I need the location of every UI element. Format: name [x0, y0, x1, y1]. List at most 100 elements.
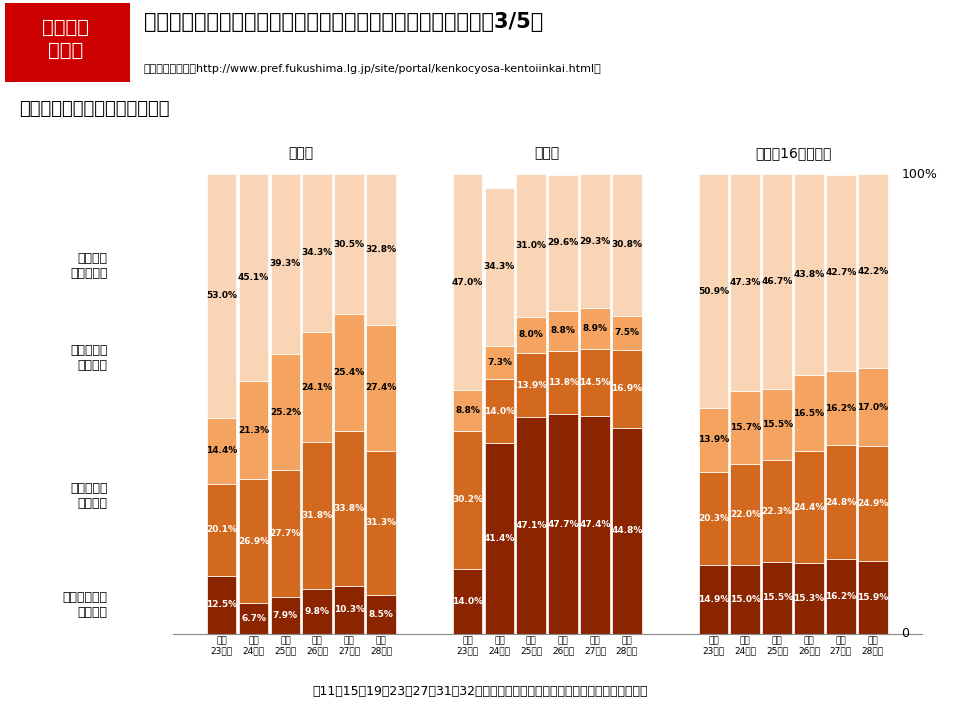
Bar [453, 174, 482, 390]
Bar [516, 174, 546, 317]
Bar [206, 484, 236, 576]
Text: 44.8%: 44.8% [612, 526, 642, 535]
Text: 47.0%: 47.0% [452, 278, 483, 287]
Bar [206, 174, 236, 418]
Text: 15.7%: 15.7% [730, 423, 761, 432]
Text: 24.9%: 24.9% [857, 499, 888, 508]
Text: 39.3%: 39.3% [270, 259, 301, 269]
Bar [302, 174, 332, 332]
Text: 50.9%: 50.9% [698, 287, 729, 296]
Text: 15.3%: 15.3% [794, 594, 825, 603]
Bar [239, 603, 268, 634]
Text: 14.0%: 14.0% [452, 597, 483, 606]
Text: 小学生: 小学生 [289, 146, 314, 161]
Bar [453, 390, 482, 431]
Text: 45.1%: 45.1% [238, 274, 269, 282]
Bar [827, 371, 855, 445]
Bar [366, 325, 396, 451]
Bar [485, 444, 515, 634]
Bar [548, 175, 578, 310]
Text: 30.2%: 30.2% [452, 495, 483, 505]
Bar [239, 174, 268, 382]
Text: 16.2%: 16.2% [826, 592, 856, 601]
Text: 26.9%: 26.9% [238, 536, 269, 546]
Bar [580, 174, 610, 308]
Bar [731, 174, 760, 392]
Bar [612, 174, 641, 315]
Text: 42.2%: 42.2% [857, 266, 888, 276]
Bar [699, 174, 729, 408]
Text: 22.0%: 22.0% [730, 510, 760, 518]
Bar [302, 332, 332, 443]
Bar [731, 564, 760, 634]
Text: ほとんど
していない: ほとんど していない [70, 252, 108, 280]
Bar [731, 464, 760, 564]
Text: 8.8%: 8.8% [551, 326, 576, 336]
Text: 中学生: 中学生 [535, 146, 560, 161]
Bar [334, 586, 364, 634]
Bar [453, 570, 482, 634]
Text: 20.1%: 20.1% [206, 526, 237, 534]
Text: 13.9%: 13.9% [698, 436, 729, 444]
Text: 第11、15、19、23、27、31、32回福島県「県民健康調査」検討委員会資料より作成: 第11、15、19、23、27、31、32回福島県「県民健康調査」検討委員会資料… [312, 685, 648, 698]
Text: 週１回程度
している: 週１回程度 している [70, 344, 108, 372]
Bar [271, 174, 300, 354]
Text: 7.3%: 7.3% [487, 358, 512, 366]
Text: 47.4%: 47.4% [579, 521, 611, 529]
Bar [271, 354, 300, 470]
Text: 34.3%: 34.3% [301, 248, 333, 258]
Text: 25.4%: 25.4% [333, 368, 365, 377]
Text: 14.9%: 14.9% [698, 595, 729, 604]
Text: 15.5%: 15.5% [761, 593, 793, 603]
Text: 31.0%: 31.0% [516, 241, 547, 250]
Text: 12.5%: 12.5% [206, 600, 237, 609]
Bar [485, 346, 515, 379]
Text: 【普段の運動についての割合】: 【普段の運動についての割合】 [19, 100, 170, 118]
Text: 24.8%: 24.8% [826, 498, 856, 507]
Bar [762, 460, 792, 562]
Bar [485, 379, 515, 444]
Bar [516, 317, 546, 354]
Text: 14.5%: 14.5% [580, 378, 611, 387]
Bar [699, 472, 729, 565]
Text: 17.0%: 17.0% [857, 402, 888, 412]
Bar [239, 382, 268, 480]
Text: 30.5%: 30.5% [334, 240, 365, 248]
Bar [762, 174, 792, 389]
Bar [206, 418, 236, 484]
Bar [827, 559, 855, 634]
Bar [762, 562, 792, 634]
Text: 16.9%: 16.9% [612, 384, 642, 393]
Text: 14.0%: 14.0% [484, 407, 515, 415]
Bar [548, 415, 578, 634]
Text: 一般（16歳以上）: 一般（16歳以上） [755, 146, 831, 161]
Bar [794, 563, 824, 634]
Bar [366, 451, 396, 595]
Bar [302, 588, 332, 634]
Bar [794, 174, 824, 375]
Text: 31.8%: 31.8% [301, 511, 333, 520]
Text: 33.8%: 33.8% [333, 504, 365, 513]
Bar [827, 445, 855, 559]
Text: 53.0%: 53.0% [206, 292, 237, 300]
Bar [271, 598, 300, 634]
Text: 43.8%: 43.8% [793, 270, 825, 279]
Text: 8.5%: 8.5% [369, 610, 394, 618]
Bar [794, 451, 824, 563]
Text: 13.8%: 13.8% [547, 378, 579, 387]
Bar [794, 375, 824, 451]
Text: 24.4%: 24.4% [793, 503, 825, 512]
Bar [453, 431, 482, 570]
Text: こころの健康度・生活習悅に関する調査　わかってきたこと（3/5）: こころの健康度・生活習悅に関する調査 わかってきたこと（3/5） [144, 12, 543, 32]
Text: 15.5%: 15.5% [761, 420, 793, 429]
Text: 47.3%: 47.3% [730, 279, 761, 287]
Text: 最新の調査結果：http://www.pref.fukushima.lg.jp/site/portal/kenkocyosa-kentoiinkai.htmlへ: 最新の調査結果：http://www.pref.fukushima.lg.jp/… [144, 64, 602, 74]
Text: 9.8%: 9.8% [304, 606, 329, 616]
Text: 21.3%: 21.3% [238, 426, 269, 435]
Bar [858, 446, 888, 561]
Text: 6.7%: 6.7% [241, 613, 266, 623]
Bar [548, 351, 578, 415]
Bar [548, 310, 578, 351]
Text: 7.9%: 7.9% [273, 611, 298, 620]
Bar [580, 308, 610, 349]
